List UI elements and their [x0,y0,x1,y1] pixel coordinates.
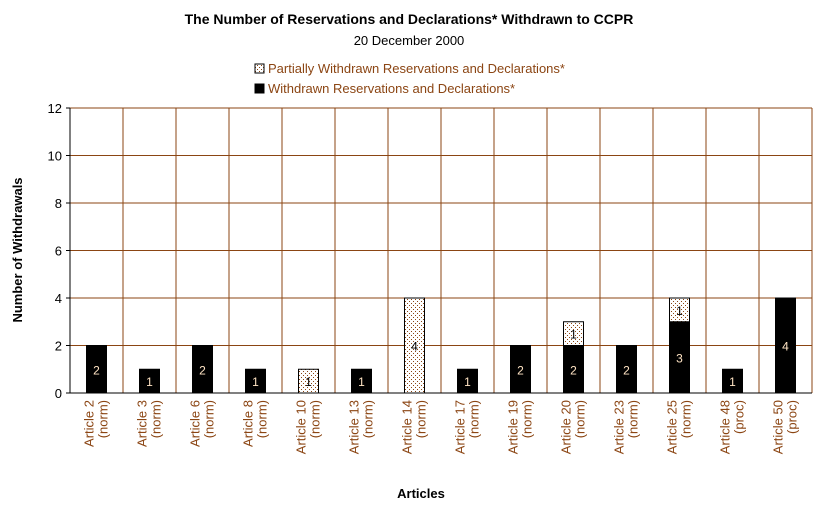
x-tick-label-line: (norm) [96,400,111,438]
withdrawn-bar-0 [86,345,107,394]
withdrawn-value-label-8: 2 [517,363,524,377]
chart-title: The Number of Reservations and Declarati… [185,11,634,27]
withdrawn-value-label-13: 4 [782,340,789,354]
withdrawn-bar-7 [457,368,478,394]
x-tick-label-12: Article 48 (proc) [718,400,747,454]
y-tick-label-12: 12 [48,101,62,116]
withdrawn-value-label-10: 2 [623,363,630,377]
chart-subtitle: 20 December 2000 [354,33,465,48]
withdrawn-bar-1 [139,368,160,394]
y-axis-ticks: 0 2 4 6 8 10 12 [48,101,70,401]
x-tick-label-7: Article 17 (norm) [453,400,482,454]
x-tick-label-6: Article 14 (norm) [400,400,429,454]
grid-lines [69,107,813,394]
y-tick-label-4: 4 [55,291,62,306]
partial-bar-6 [404,297,425,394]
x-tick-label-line: Article 23 [612,400,627,454]
x-tick-label-line: Article 20 [559,400,574,454]
x-tick-label-line: Article 2 [82,400,97,447]
x-tick-label-8: Article 19 (norm) [506,400,535,454]
withdrawn-bar-5 [351,368,372,394]
y-tick-label-10: 10 [48,149,62,164]
withdrawn-value-label-7: 1 [464,375,471,389]
x-tick-label-9: Article 20 (norm) [559,400,588,454]
withdrawn-bar-13 [775,297,796,394]
legend: Partially Withdrawn Reservations and Dec… [254,61,565,96]
x-tick-label-line: Article 17 [453,400,468,454]
bars: 2 1 2 1 1 1 4 1 2 2 1 2 3 1 1 4 [86,297,796,394]
withdrawn-value-label-1: 1 [146,375,153,389]
x-tick-label-line: Article 3 [135,400,150,447]
x-tick-label-10: Article 23 (norm) [612,400,641,454]
withdrawn-value-label-5: 1 [358,375,365,389]
partial-bar-11 [669,297,690,323]
partial-value-label-9: 1 [570,328,577,342]
x-tick-label-5: Article 13 (norm) [347,400,376,454]
x-tick-label-line: (proc) [785,400,800,434]
legend-swatch-withdrawn [254,83,265,94]
partial-bar-4 [298,368,319,394]
x-tick-label-line: Article 6 [188,400,203,447]
x-tick-label-line: (norm) [573,400,588,438]
withdrawn-value-label-0: 2 [93,363,100,377]
withdrawn-bar-3 [245,368,266,394]
withdrawn-value-label-11: 3 [676,351,683,365]
partial-value-label-4: 1 [305,375,312,389]
y-tick-label-2: 2 [55,339,62,354]
x-tick-label-11: Article 25 (norm) [665,400,694,454]
withdrawn-bar-2 [192,345,213,394]
x-tick-label-3: Article 8 (norm) [241,400,270,447]
y-tick-label-8: 8 [55,196,62,211]
withdrawn-value-label-3: 1 [252,375,259,389]
x-tick-label-line: (proc) [732,400,747,434]
x-tick-label-line: Article 14 [400,400,415,454]
x-tick-label-line: (norm) [414,400,429,438]
withdrawn-value-label-2: 2 [199,363,206,377]
x-tick-label-line: (norm) [467,400,482,438]
y-axis-title: Number of Withdrawals [10,177,25,322]
x-tick-label-line: Article 48 [718,400,733,454]
x-tick-label-line: (norm) [202,400,217,438]
x-tick-label-line: Article 8 [241,400,256,447]
y-tick-label-6: 6 [55,244,62,259]
x-axis-title: Articles [397,486,445,501]
x-tick-label-4: Article 10 (norm) [294,400,323,454]
x-axis-ticks: Article 2 (norm) Article 3 (norm) Article 6(… [82,400,800,454]
x-tick-label-line: Article 19 [506,400,521,454]
x-tick-label-line: (norm) [255,400,270,438]
legend-label-partial: Partially Withdrawn Reservations and Dec… [268,61,565,76]
x-tick-label-line: Article 13 [347,400,362,454]
x-tick-label-line: (norm) [308,400,323,438]
withdrawn-bar-12 [722,368,743,394]
x-tick-label-line: Article 10 [294,400,309,454]
y-tick-label-0: 0 [55,386,62,401]
x-tick-label-line: Article 50 [771,400,786,454]
withdrawn-bar-10 [616,345,637,394]
x-tick-label-line: (norm) [361,400,376,438]
partial-bar-9 [563,321,584,346]
x-tick-label-line: Article 25 [665,400,680,454]
x-tick-label-2: Article 6 (norm) [188,400,217,447]
legend-label-withdrawn: Withdrawn Reservations and Declarations* [268,81,515,96]
withdrawn-value-label-12: 1 [729,375,736,389]
x-tick-label-line: (norm) [679,400,694,438]
x-tick-label-0: Article 2 (norm) [82,400,111,447]
withdrawn-value-label-9: 2 [570,363,577,377]
withdrawn-bar-8 [510,345,531,394]
x-tick-label-line: (norm) [626,400,641,438]
partial-value-label-11: 1 [676,304,683,318]
x-tick-label-line: (norm) [149,400,164,438]
x-tick-label-line: (norm) [520,400,535,438]
legend-swatch-partial [254,63,265,74]
x-tick-label-1: Article 3 (norm) [135,400,164,447]
x-tick-label-13: Article 50 (proc) [771,400,800,454]
partial-value-label-6: 4 [411,340,418,354]
